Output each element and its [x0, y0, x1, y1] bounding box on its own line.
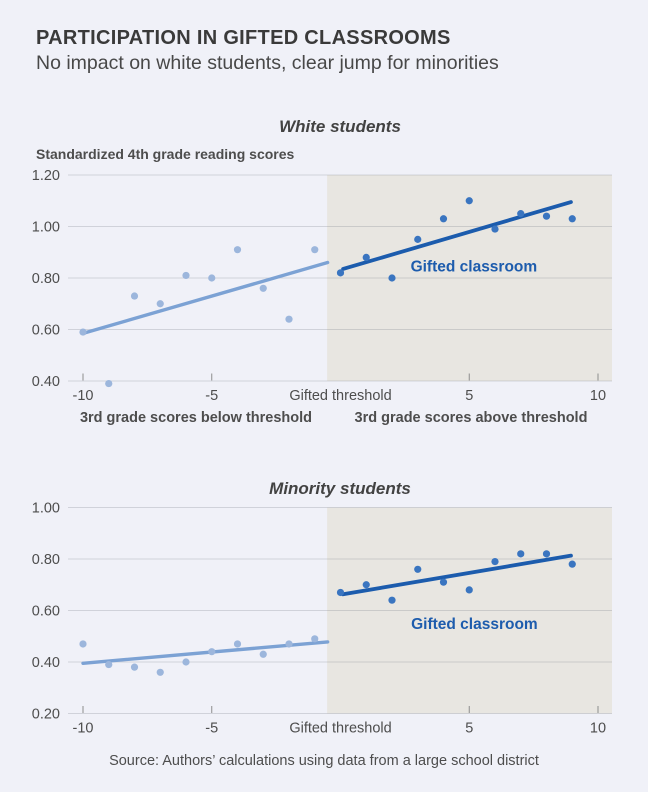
below-threshold-point — [233, 640, 242, 648]
y-tick-label: 0.60 — [32, 604, 60, 620]
x-tick-label: Gifted threshold — [289, 388, 391, 404]
below-threshold-point — [208, 274, 216, 282]
white-students-chart: 1.20 1.00 0.80 0.60 0.40 -10 -5 Gifted threshol… — [32, 168, 612, 404]
above-threshold-point — [491, 225, 499, 233]
x-tick-label: -5 — [205, 388, 218, 404]
x-tick-label: 10 — [590, 721, 606, 737]
x-tick-label: -10 — [73, 721, 94, 737]
below-threshold-point — [156, 668, 164, 676]
chart1-title: White students — [279, 117, 401, 136]
shaded-region — [327, 507, 612, 714]
y-tick-label: 0.60 — [32, 323, 60, 339]
above-threshold-point — [517, 210, 525, 218]
x-tick-label: 5 — [465, 721, 473, 737]
above-threshold-fit-line — [341, 200, 573, 271]
above-threshold-point — [388, 274, 396, 282]
y-tick-label: 0.80 — [32, 271, 60, 287]
y-tick-label: 1.20 — [32, 168, 60, 184]
above-threshold-point — [517, 550, 525, 558]
above-threshold-point — [336, 269, 345, 277]
below-threshold-point — [233, 246, 242, 254]
below-threshold-point — [311, 246, 319, 254]
x-tick-label: -10 — [73, 388, 94, 404]
minority-students-chart: 1.00 0.80 0.60 0.40 0.20 -10 -5 Gifted threshol… — [32, 501, 612, 737]
above-threshold-point — [542, 212, 551, 220]
above-threshold-point — [439, 578, 448, 586]
below-threshold-point — [130, 292, 139, 300]
below-threshold-point — [285, 315, 293, 323]
below-threshold-point — [156, 300, 164, 308]
above-threshold-point — [362, 581, 370, 589]
x-tick-label: 10 — [590, 388, 606, 404]
below-threshold-caption: 3rd grade scores below threshold — [79, 410, 313, 426]
below-threshold-point — [208, 648, 216, 656]
below-threshold-point — [79, 328, 87, 336]
below-threshold-point — [259, 284, 267, 292]
below-threshold-point — [105, 379, 113, 388]
above-threshold-point — [439, 215, 448, 223]
source-note: Source: Authors’ calculations using data… — [109, 753, 539, 769]
y-tick-label: 0.80 — [32, 552, 60, 568]
above-threshold-point — [465, 586, 473, 594]
above-threshold-point — [542, 550, 551, 558]
x-tick-label: -5 — [205, 721, 218, 737]
above-threshold-point — [568, 215, 576, 223]
region-label: Gifted classroom — [411, 616, 538, 633]
figure-title: PARTICIPATION IN GIFTED CLASSROOMS — [36, 27, 451, 49]
below-threshold-point — [285, 640, 293, 648]
y-tick-label: 0.40 — [32, 655, 60, 671]
y-axis-caption: Standardized 4th grade reading scores — [36, 146, 295, 162]
x-tick-label: 5 — [465, 388, 473, 404]
above-threshold-point — [336, 588, 345, 597]
figure-subtitle: No impact on white students, clear jump … — [36, 52, 499, 74]
below-threshold-point — [182, 271, 190, 280]
region-label: Gifted classroom — [411, 258, 538, 275]
shaded-region — [327, 175, 612, 381]
below-threshold-fit-line — [81, 260, 330, 336]
above-threshold-point — [414, 235, 422, 243]
above-threshold-caption: 3rd grade scores above threshold — [354, 410, 588, 426]
above-threshold-point — [491, 557, 499, 566]
below-threshold-point — [105, 660, 113, 669]
above-threshold-point — [568, 560, 576, 568]
above-threshold-point — [465, 197, 473, 205]
above-threshold-point — [362, 253, 370, 261]
x-tick-label: Gifted threshold — [289, 721, 391, 737]
y-tick-label: 0.20 — [32, 707, 60, 723]
above-threshold-point — [388, 596, 396, 604]
y-tick-label: 0.40 — [32, 374, 60, 390]
chart2-title: Minority students — [269, 479, 411, 498]
y-tick-label: 1.00 — [32, 501, 60, 517]
below-threshold-point — [130, 663, 139, 671]
above-threshold-fit-line — [341, 553, 573, 597]
y-tick-label: 1.00 — [32, 220, 60, 236]
below-threshold-point — [259, 650, 267, 658]
below-threshold-point — [182, 658, 190, 666]
below-threshold-point — [311, 635, 319, 643]
above-threshold-point — [414, 565, 422, 573]
below-threshold-point — [79, 640, 87, 648]
